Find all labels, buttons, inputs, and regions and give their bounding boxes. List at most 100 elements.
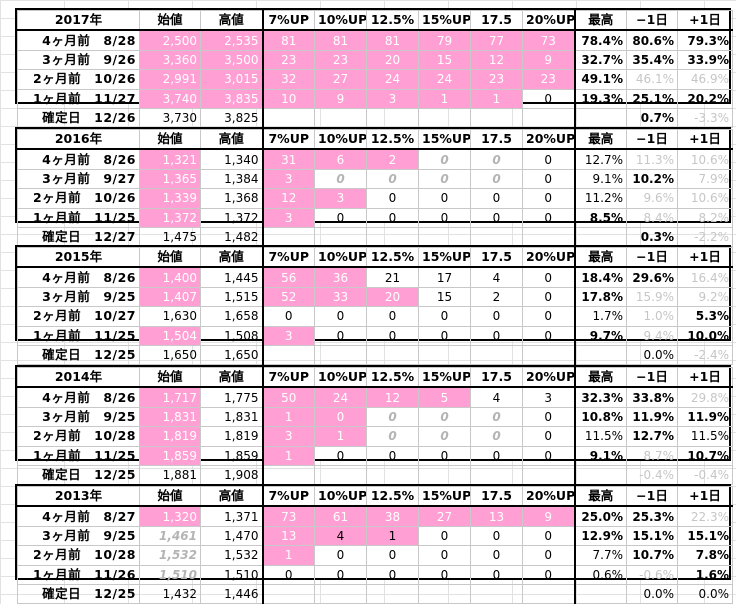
cell[interactable]: 10.6% [677, 188, 733, 209]
cell[interactable]: 0 [418, 148, 471, 170]
cell[interactable]: 0 [470, 445, 523, 466]
cell[interactable]: 27 [314, 69, 367, 90]
cell[interactable]: 10 [261, 88, 315, 109]
cell[interactable]: 24 [418, 69, 471, 90]
cell[interactable]: 0 [366, 406, 419, 428]
cell[interactable]: 0 [522, 525, 575, 547]
column-header[interactable]: 17.5 [470, 367, 523, 389]
column-header[interactable]: −1日 [626, 10, 678, 32]
cell[interactable]: -3.3% [677, 107, 733, 129]
cell[interactable]: 1,859 [200, 445, 263, 466]
row-label[interactable]: 確定日 12/25 [17, 583, 140, 604]
cell[interactable]: 0 [418, 525, 471, 547]
column-header[interactable]: 20%UP [522, 129, 575, 151]
cell[interactable]: 1,532 [139, 545, 201, 566]
row-label[interactable]: 4ヶ月前 8/26 [17, 386, 140, 408]
cell[interactable]: 77 [470, 29, 523, 51]
cell[interactable]: 49.1% [573, 69, 627, 90]
cell[interactable]: 2 [366, 148, 419, 170]
column-header[interactable]: 12.5% [366, 486, 419, 508]
cell[interactable]: 3,740 [139, 88, 201, 109]
cell[interactable]: 12 [470, 49, 523, 71]
cell[interactable] [573, 464, 627, 486]
row-label[interactable]: 2ヶ月前 10/27 [17, 306, 140, 327]
cell[interactable]: 1,504 [139, 325, 201, 346]
cell[interactable]: 8.7% [626, 445, 678, 466]
cell[interactable]: 3 [261, 207, 315, 228]
cell[interactable]: 13 [261, 525, 315, 547]
cell[interactable]: 3 [261, 168, 315, 190]
cell[interactable]: 2,535 [200, 29, 263, 51]
cell[interactable]: 0 [522, 306, 575, 327]
column-header[interactable]: 10%UP [314, 129, 367, 151]
cell[interactable]: 0 [418, 325, 471, 346]
cell[interactable] [366, 583, 419, 604]
cell[interactable]: 10.8% [573, 406, 627, 428]
cell[interactable]: 2 [470, 286, 523, 308]
column-header[interactable]: −1日 [626, 367, 678, 389]
column-header[interactable]: 15%UP [418, 129, 471, 151]
column-header[interactable]: 高値 [200, 247, 263, 269]
cell[interactable]: 13 [470, 505, 523, 527]
column-header[interactable]: 12.5% [366, 247, 419, 269]
row-label[interactable]: 1ヶ月前 11/25 [17, 207, 140, 228]
column-header[interactable]: 最高 [573, 10, 627, 32]
cell[interactable]: 1,339 [139, 188, 201, 209]
cell[interactable]: 0 [366, 188, 419, 209]
cell[interactable]: 0 [314, 445, 367, 466]
cell[interactable] [470, 344, 523, 366]
cell[interactable]: 0 [470, 545, 523, 566]
cell[interactable]: 15.1% [626, 525, 678, 547]
cell[interactable]: 1,881 [139, 464, 201, 486]
column-header[interactable]: 12.5% [366, 10, 419, 32]
cell[interactable]: 1 [261, 406, 315, 428]
cell[interactable]: 11.9% [677, 406, 733, 428]
cell[interactable]: 10.2% [626, 168, 678, 190]
cell[interactable]: 0 [314, 545, 367, 566]
column-header[interactable]: 17.5 [470, 486, 523, 508]
cell[interactable]: 1,384 [200, 168, 263, 190]
cell[interactable] [366, 107, 419, 129]
cell[interactable]: 12.9% [573, 525, 627, 547]
cell[interactable]: 24 [366, 69, 419, 90]
cell[interactable]: 0 [418, 188, 471, 209]
cell[interactable] [573, 226, 627, 248]
row-label[interactable]: 3ヶ月前 9/25 [17, 406, 140, 428]
cell[interactable]: 8.4% [626, 207, 678, 228]
cell[interactable]: 0 [366, 426, 419, 447]
cell[interactable]: 0 [522, 266, 575, 288]
cell[interactable] [573, 583, 627, 604]
cell[interactable]: 61 [314, 505, 367, 527]
column-header[interactable]: +1日 [677, 247, 733, 269]
year-label[interactable]: 2015年 [17, 247, 140, 269]
cell[interactable]: 0 [366, 168, 419, 190]
cell[interactable]: 0 [522, 426, 575, 447]
cell[interactable] [522, 226, 575, 248]
cell[interactable]: 1,515 [200, 286, 263, 308]
row-label[interactable]: 確定日 12/26 [17, 107, 140, 129]
cell[interactable]: 32.7% [573, 49, 627, 71]
cell[interactable]: 56 [261, 266, 315, 288]
cell[interactable]: 0 [314, 168, 367, 190]
row-label[interactable]: 3ヶ月前 9/27 [17, 168, 140, 190]
row-label[interactable]: 1ヶ月前 11/26 [17, 564, 140, 585]
column-header[interactable]: 10%UP [314, 10, 367, 32]
cell[interactable]: 1 [418, 88, 471, 109]
column-header[interactable]: +1日 [677, 486, 733, 508]
cell[interactable]: 3,500 [200, 49, 263, 71]
cell[interactable]: 0 [470, 207, 523, 228]
cell[interactable]: 12 [261, 188, 315, 209]
cell[interactable]: 1,446 [200, 583, 263, 604]
cell[interactable]: 2,500 [139, 29, 201, 51]
cell[interactable]: 0 [366, 445, 419, 466]
column-header[interactable]: 20%UP [522, 10, 575, 32]
cell[interactable]: 32 [261, 69, 315, 90]
cell[interactable]: 1,482 [200, 226, 263, 248]
cell[interactable]: 1 [366, 525, 419, 547]
cell[interactable]: 46.1% [626, 69, 678, 90]
cell[interactable]: 1,372 [139, 207, 201, 228]
column-header[interactable]: 12.5% [366, 367, 419, 389]
cell[interactable]: 0 [470, 168, 523, 190]
cell[interactable]: 29.6% [626, 266, 678, 288]
cell[interactable]: 25.3% [626, 505, 678, 527]
